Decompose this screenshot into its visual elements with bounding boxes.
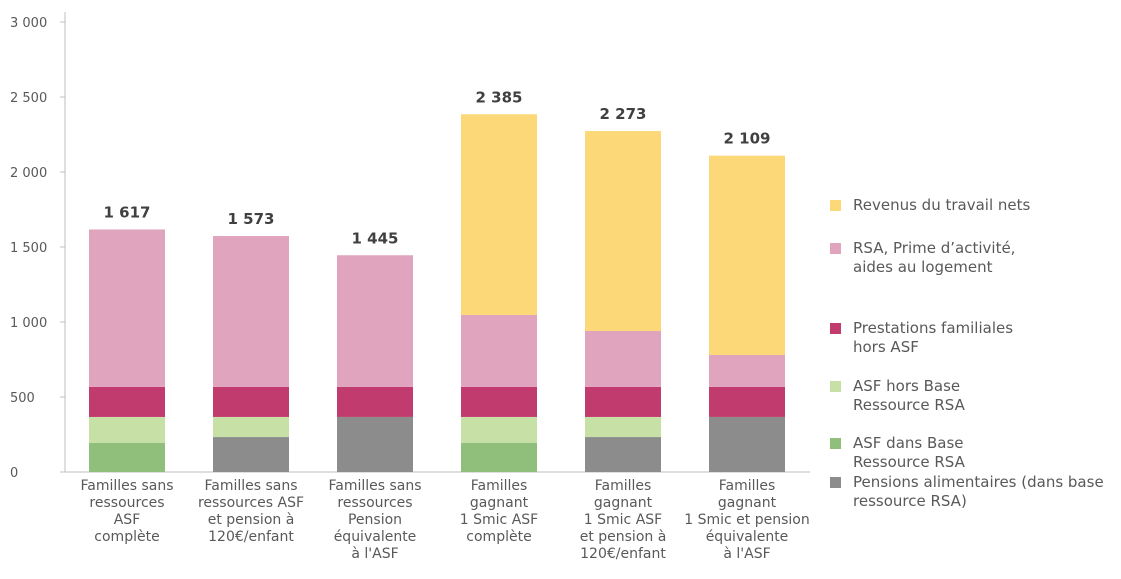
bar-segment: [89, 229, 165, 387]
bar-segment: [89, 416, 165, 443]
x-tick-line: équivalente: [706, 529, 789, 545]
x-tick-line: complète: [466, 529, 531, 545]
total-label: 1 573: [228, 210, 275, 228]
bar-segment: [709, 155, 785, 355]
bar-segment: [337, 255, 413, 387]
x-tick-line: ressources ASF: [198, 495, 304, 511]
bar-segment: [213, 437, 289, 472]
y-tick-label: 0: [10, 466, 18, 481]
x-tick-line: 120€/enfant: [580, 546, 666, 562]
x-tick-line: Pension: [348, 512, 402, 528]
y-tick-label: 500: [10, 391, 35, 406]
y-tick-label: 1 000: [10, 316, 47, 331]
x-tick-line: gagnant: [594, 495, 653, 511]
bar-segment: [709, 416, 785, 472]
x-tick-line: Familles: [719, 478, 776, 494]
bar-segment: [461, 442, 537, 472]
bar-segment: [709, 355, 785, 387]
x-tick-line: ressources: [89, 495, 164, 511]
bar-segment: [461, 114, 537, 315]
x-tick-line: Familles sans: [80, 478, 173, 494]
bar-segment: [337, 416, 413, 472]
total-label: 2 109: [724, 130, 771, 148]
x-tick-line: à l'ASF: [723, 546, 770, 562]
bar-segment: [213, 386, 289, 417]
x-tick-line: Familles: [595, 478, 652, 494]
x-tick-line: ASF: [114, 512, 141, 528]
bar-segment: [461, 386, 537, 417]
bar-segment: [585, 331, 661, 387]
y-tick-label: 3 000: [10, 16, 47, 31]
bar-segment: [337, 386, 413, 417]
x-tick-line: à l'ASF: [351, 546, 398, 562]
y-tick-label: 2 000: [10, 166, 47, 181]
x-tick-line: 1 Smic et pension: [684, 512, 809, 528]
x-tick-label: Familles gagnant 1 Smic ASF et pension à 120…: [580, 478, 667, 562]
x-tick-label: Familles sans ressources Pension équivalent…: [328, 478, 421, 562]
x-tick-label: Familles gagnant 1 Smic et pension équivale…: [684, 478, 809, 562]
x-tick-line: gagnant: [470, 495, 529, 511]
total-label: 2 385: [476, 88, 523, 106]
x-tick-line: 1 Smic ASF: [460, 512, 538, 528]
x-tick-line: complète: [94, 529, 159, 545]
x-tick-line: et pension à: [580, 529, 667, 545]
bar-segment: [585, 437, 661, 472]
bar-segment: [585, 131, 661, 331]
x-tick-line: 120€/enfant: [208, 529, 294, 545]
bar-segment: [585, 416, 661, 438]
bar-segment: [213, 236, 289, 387]
x-tick-line: Familles: [471, 478, 528, 494]
y-tick-label: 1 500: [10, 241, 47, 256]
x-tick-line: équivalente: [334, 529, 417, 545]
bar-segment: [213, 416, 289, 438]
total-label: 1 617: [104, 203, 151, 221]
x-tick-line: gagnant: [718, 495, 777, 511]
bar-segment: [89, 442, 165, 472]
bar-segment: [709, 386, 785, 417]
x-tick-line: 1 Smic ASF: [584, 512, 662, 528]
x-tick-line: et pension à: [208, 512, 295, 528]
x-tick-line: Familles sans: [328, 478, 421, 494]
x-tick-line: Familles sans: [204, 478, 297, 494]
bar-segment: [89, 386, 165, 417]
x-tick-label: Familles gagnant 1 Smic ASF complète: [460, 478, 538, 545]
total-label: 2 273: [600, 105, 647, 123]
total-label: 1 445: [352, 229, 399, 247]
x-tick-line: ressources: [337, 495, 412, 511]
bar-segment: [461, 416, 537, 443]
y-tick-label: 2 500: [10, 91, 47, 106]
bar-segment: [461, 314, 537, 387]
x-tick-label: Familles sans ressources ASF complète: [80, 478, 173, 545]
bar-segment: [585, 386, 661, 417]
